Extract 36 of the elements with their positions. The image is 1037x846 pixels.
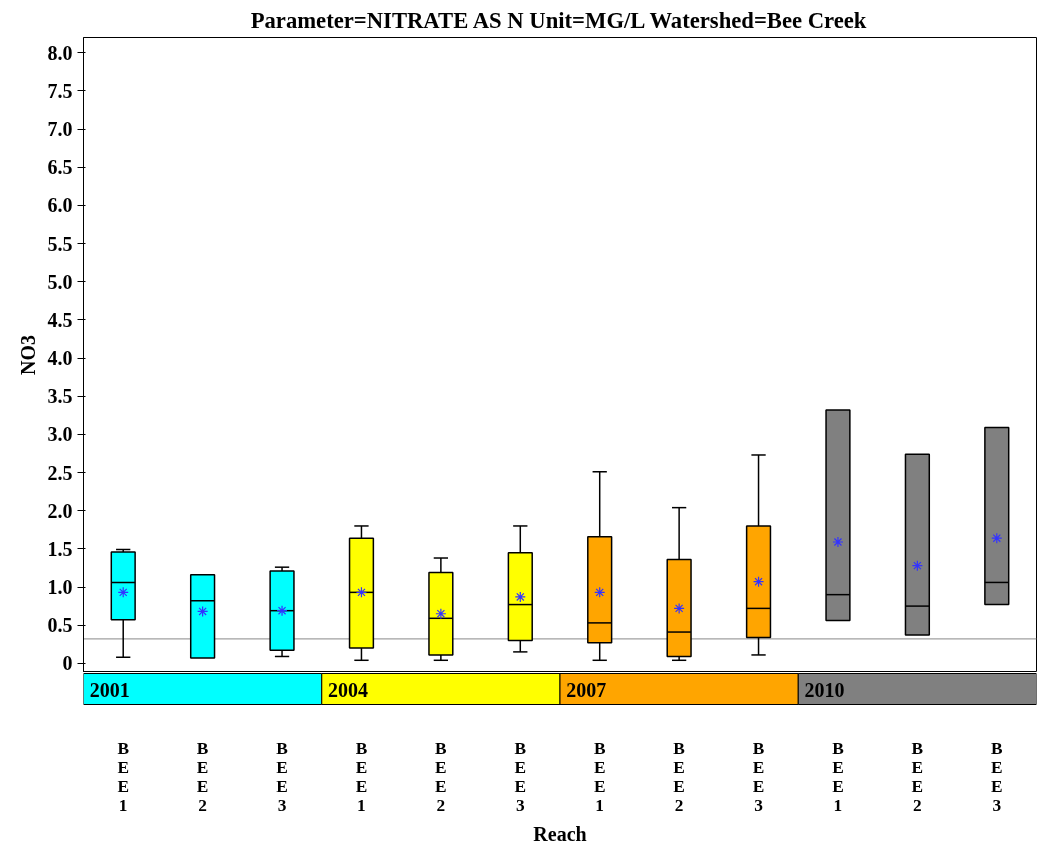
x-tick-label: BEE3 <box>752 738 765 815</box>
x-tick-label: BEE1 <box>593 738 606 815</box>
y-tick-label: 1.0 <box>47 576 73 599</box>
y-tick-label: 5.0 <box>47 270 73 293</box>
x-axis-title: Reach <box>533 822 587 845</box>
y-tick-label: 0 <box>62 652 73 675</box>
y-axis-title: NO3 <box>16 335 39 375</box>
x-tick-label: BEE1 <box>832 738 845 815</box>
y-tick-label: 1.5 <box>47 537 73 560</box>
x-tick-label: BEE1 <box>355 738 368 815</box>
y-tick-label: 3.5 <box>47 385 73 408</box>
x-tick-label: BEE2 <box>911 738 924 815</box>
y-tick-label: 0.5 <box>47 614 73 637</box>
y-tick-label: 8.0 <box>47 41 73 64</box>
text: 2001 <box>89 678 130 701</box>
y-tick-label: 4.5 <box>47 308 73 331</box>
x-tick-label: BEE2 <box>673 738 686 815</box>
x-tick-label: BEE2 <box>435 738 448 815</box>
y-tick-label: 2.0 <box>47 499 73 522</box>
y-tick-label: 2.5 <box>47 461 73 484</box>
x-tick-label: BEE3 <box>514 738 527 815</box>
x-tick-label: BEE1 <box>117 738 130 815</box>
y-tick-label: 6.5 <box>47 156 73 179</box>
chart-title: Parameter=NITRATE AS N Unit=MG/L Watershed=Bee Creek <box>250 7 867 33</box>
y-tick-label: 4.0 <box>47 347 73 370</box>
y-tick-label: 3.0 <box>47 423 73 446</box>
y-tick-label: 7.0 <box>47 118 73 141</box>
y-tick-label: 7.5 <box>47 79 73 102</box>
series-label: 2007 <box>566 678 607 701</box>
x-tick-label: BEE3 <box>991 738 1004 815</box>
x-tick-label: BEE3 <box>276 738 289 815</box>
y-tick-label: 6.0 <box>47 194 73 217</box>
x-tick-label: BEE2 <box>196 738 209 815</box>
series-label: 2004 <box>328 678 369 701</box>
y-tick-label: 5.5 <box>47 232 73 255</box>
text: 2010 <box>804 678 845 701</box>
